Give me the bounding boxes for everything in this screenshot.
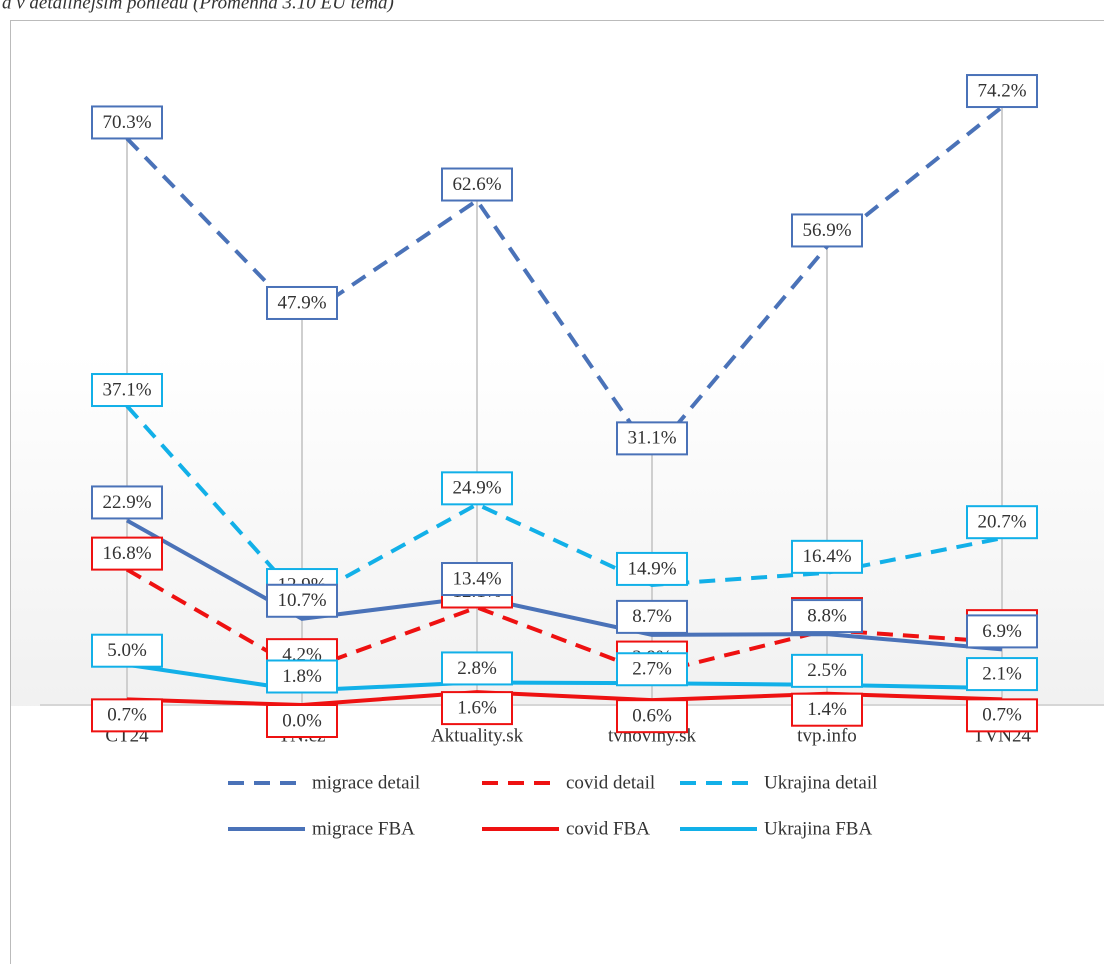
data-label-box	[966, 698, 1038, 733]
data-label: 62.6%	[452, 174, 501, 195]
data-label: 2.7%	[632, 659, 672, 680]
data-label-box	[791, 653, 863, 688]
data-label: 2.5%	[807, 660, 847, 681]
data-label: 0.7%	[107, 705, 147, 726]
data-label-box	[966, 657, 1038, 692]
data-label: 0.7%	[982, 705, 1022, 726]
data-label: 8.7%	[632, 606, 672, 627]
data-label-box	[441, 691, 513, 726]
x-tick-label: Aktuality.sk	[431, 725, 524, 746]
x-tick-label: tvp.info	[797, 725, 857, 746]
legend-label: covid detail	[566, 772, 655, 793]
data-label-box	[266, 659, 338, 694]
data-label: 22.9%	[102, 492, 151, 513]
data-label: 24.9%	[452, 478, 501, 499]
data-label-box	[616, 551, 688, 586]
data-label: 1.8%	[282, 666, 322, 687]
data-label-box	[266, 704, 338, 738]
data-label-box	[791, 692, 863, 727]
data-label: 2.1%	[982, 663, 1022, 684]
data-label: 31.1%	[627, 428, 676, 449]
data-label: 0.6%	[632, 706, 672, 727]
data-label: 10.7%	[277, 590, 326, 611]
data-label: 2.8%	[457, 658, 497, 679]
data-label-box	[91, 698, 163, 733]
data-label-box	[966, 505, 1038, 540]
data-label: 1.6%	[457, 697, 497, 718]
data-label: 16.8%	[102, 543, 151, 564]
data-label: 13.4%	[452, 568, 501, 589]
data-label-box	[266, 583, 338, 618]
data-label: 0.0%	[282, 710, 322, 731]
data-label-box	[616, 652, 688, 687]
legend-label: migrace FBA	[312, 818, 415, 839]
data-label: 6.9%	[982, 621, 1022, 642]
legend-label: covid FBA	[566, 818, 650, 839]
data-label: 70.3%	[102, 112, 151, 133]
data-label-box	[91, 105, 163, 140]
data-label: 5.0%	[107, 640, 147, 661]
chart-title: a v detailnějším pohledu (Proměnná 3.10 …	[2, 0, 394, 13]
data-label-box	[791, 599, 863, 634]
data-label-box	[791, 539, 863, 574]
data-label-box	[441, 167, 513, 202]
data-label: 74.2%	[977, 80, 1026, 101]
data-label-box	[441, 562, 513, 597]
data-label: 14.9%	[627, 558, 676, 579]
data-label-box	[966, 614, 1038, 649]
data-label-box	[616, 421, 688, 456]
data-label: 56.9%	[802, 220, 851, 241]
data-label: 47.9%	[277, 292, 326, 313]
data-label-box	[266, 285, 338, 320]
data-label-box	[91, 485, 163, 520]
data-label-box	[791, 213, 863, 248]
data-label-box	[966, 74, 1038, 109]
data-label-box	[616, 699, 688, 734]
legend-label: Ukrajina FBA	[764, 818, 872, 839]
legend-label: migrace detail	[312, 772, 420, 793]
data-label-box	[91, 633, 163, 668]
data-label-box	[91, 373, 163, 408]
data-label-box	[91, 536, 163, 571]
data-label: 37.1%	[102, 379, 151, 400]
legend-area	[11, 706, 1104, 964]
legend-label: Ukrajina detail	[764, 772, 877, 793]
data-label: 16.4%	[802, 546, 851, 567]
data-label-box	[441, 471, 513, 506]
data-label-box	[616, 599, 688, 634]
data-label: 1.4%	[807, 699, 847, 720]
data-label: 20.7%	[977, 512, 1026, 533]
data-label: 8.8%	[807, 605, 847, 626]
data-label-box	[441, 651, 513, 686]
